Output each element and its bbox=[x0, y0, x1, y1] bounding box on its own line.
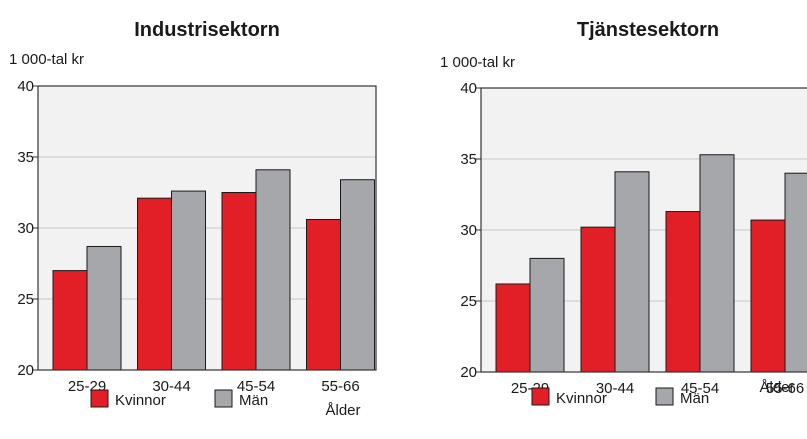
legend-label-kvinnor: Kvinnor bbox=[556, 390, 607, 407]
bar-man-55-66 bbox=[340, 179, 375, 371]
x-tick-label: 55-66 bbox=[321, 378, 359, 395]
legend-swatch-man bbox=[655, 387, 674, 406]
y-axis-unit-label: 1 000-tal kr bbox=[9, 51, 84, 68]
x-tick-label: 30-44 bbox=[152, 378, 190, 395]
y-tick-label: 20 bbox=[460, 364, 477, 381]
legend-label-kvinnor: Kvinnor bbox=[115, 392, 166, 409]
y-tick-label: 20 bbox=[17, 362, 34, 379]
bar-kvinnor-25-29 bbox=[52, 270, 88, 371]
chart-title: Tjänstesektorn bbox=[577, 19, 719, 41]
y-tick-label: 25 bbox=[460, 293, 477, 310]
y-tick-label: 40 bbox=[17, 78, 34, 95]
legend-swatch-man bbox=[214, 389, 233, 408]
bar-kvinnor-30-44 bbox=[137, 197, 172, 371]
x-tick-label: 45-54 bbox=[237, 378, 275, 395]
bar-man-30-44 bbox=[171, 190, 206, 371]
legend-swatch-kvinnor bbox=[90, 389, 109, 408]
bar-kvinnor-25-29 bbox=[495, 283, 531, 373]
x-axis-label: Ålder bbox=[759, 379, 794, 396]
x-tick-label: 45-54 bbox=[681, 380, 719, 397]
legend-label-man: Män bbox=[680, 390, 709, 407]
bar-man-25-29 bbox=[86, 245, 122, 371]
plot-border bbox=[480, 87, 807, 373]
y-tick-label: 30 bbox=[460, 222, 477, 239]
x-tick-label: 30-44 bbox=[596, 380, 634, 397]
legend-label-man: Män bbox=[239, 392, 268, 409]
x-axis-label: Ålder bbox=[325, 402, 360, 419]
x-tick-label: 55-66 bbox=[766, 380, 804, 397]
bar-man-45-54 bbox=[255, 169, 291, 371]
chart-title: Industrisektorn bbox=[134, 19, 280, 41]
legend-swatch-kvinnor bbox=[531, 387, 550, 406]
bar-kvinnor-55-66 bbox=[306, 218, 341, 371]
bar-man-55-66 bbox=[784, 172, 807, 373]
y-tick-label: 35 bbox=[460, 151, 477, 168]
plot-border bbox=[37, 85, 377, 371]
bar-man-25-29 bbox=[529, 257, 565, 373]
y-tick-label: 35 bbox=[17, 149, 34, 166]
y-tick-label: 40 bbox=[460, 80, 477, 97]
y-tick-label: 30 bbox=[17, 220, 34, 237]
y-axis-unit-label: 1 000-tal kr bbox=[440, 54, 515, 71]
bar-kvinnor-45-54 bbox=[665, 211, 701, 373]
bar-man-30-44 bbox=[614, 171, 650, 373]
bar-kvinnor-55-66 bbox=[750, 219, 786, 373]
bar-man-45-54 bbox=[699, 154, 735, 373]
bar-kvinnor-45-54 bbox=[221, 192, 257, 371]
bar-kvinnor-30-44 bbox=[580, 226, 616, 373]
y-tick-label: 25 bbox=[17, 291, 34, 308]
